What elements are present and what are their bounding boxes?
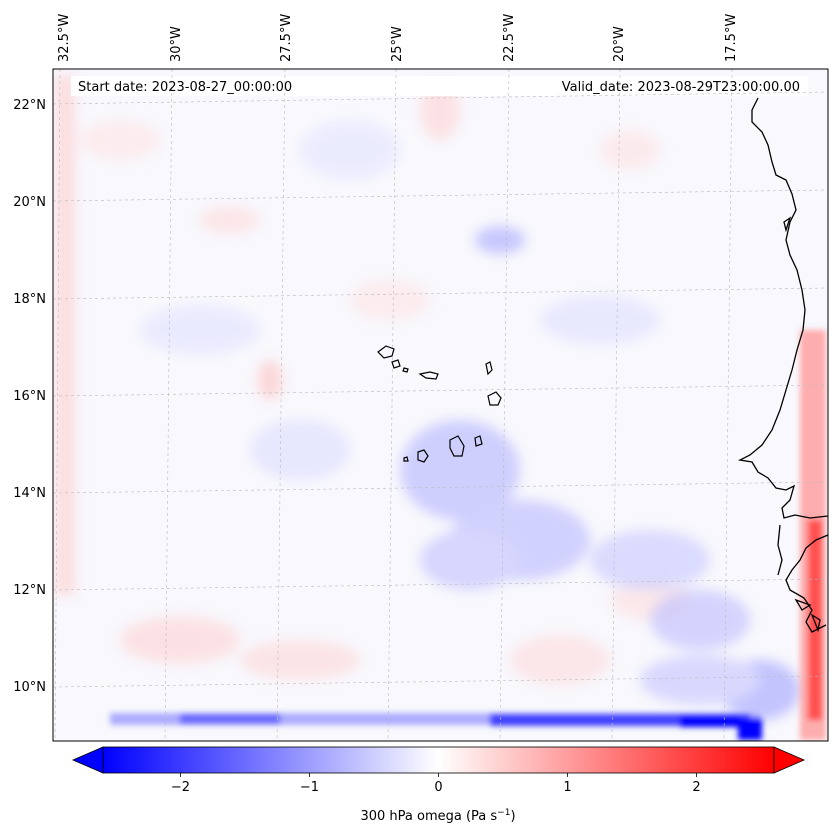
lat-label: 22°N xyxy=(13,98,46,113)
coastlines xyxy=(737,97,828,633)
start-date-label: Start date: 2023-08-27_00:00:00 xyxy=(78,80,292,95)
lat-label: 10°N xyxy=(13,680,46,695)
colorbar-ticks: −2 −1 0 1 2 xyxy=(171,773,701,795)
omega-field xyxy=(55,75,826,740)
lon-label: 25°W xyxy=(390,26,405,62)
island-santiago xyxy=(449,435,465,457)
valid-date-label: Valid_date: 2023-08-29T23:00:00.00 xyxy=(562,80,800,95)
lon-label: 30°W xyxy=(169,26,184,62)
african-coastline xyxy=(737,97,828,519)
island-maio xyxy=(474,435,483,447)
colorbar-tick-label: 2 xyxy=(692,780,700,795)
lon-label: 17.5°W xyxy=(724,14,739,62)
island-fogo xyxy=(417,449,429,463)
island-brava xyxy=(403,456,409,462)
cape-verde-islands xyxy=(377,345,502,463)
lat-label: 16°N xyxy=(13,389,46,404)
lat-label: 18°N xyxy=(13,292,46,307)
colorbar-tick-label: −1 xyxy=(300,780,319,795)
guinea-bissau-coast xyxy=(785,534,828,633)
colorbar-extend-max xyxy=(773,746,806,774)
lat-label: 12°N xyxy=(13,583,46,598)
island-sal xyxy=(485,361,493,376)
island-santo-antao xyxy=(377,345,395,359)
colorbar-label: 300 hPa omega (Pa s−1) xyxy=(360,808,515,824)
colorbar-extend-min xyxy=(71,746,104,774)
lat-label: 20°N xyxy=(13,195,46,210)
latitude-labels: 22°N 20°N 18°N 16°N 14°N 12°N 10°N xyxy=(13,98,46,695)
colorbar: −2 −1 0 1 2 300 hPa omega (Pa s−1) xyxy=(71,746,806,824)
lon-label: 27.5°W xyxy=(279,14,294,62)
lon-label: 20°W xyxy=(612,26,627,62)
map-panel: Start date: 2023-08-27_00:00:00 Valid_da… xyxy=(52,68,829,742)
gridlines xyxy=(53,69,828,741)
longitude-labels: 32.5°W 30°W 27.5°W 25°W 22.5°W 20°W 17.5… xyxy=(57,14,739,62)
annotation-band xyxy=(71,76,808,96)
map-frame xyxy=(52,68,829,742)
colorbar-tick-label: 1 xyxy=(563,780,571,795)
colorbar-tick-label: 0 xyxy=(434,780,442,795)
colorbar-tick-label: −2 xyxy=(171,780,190,795)
colorbar-body xyxy=(102,746,775,774)
lat-label: 14°N xyxy=(13,486,46,501)
island-sao-nicolau xyxy=(418,371,439,380)
lon-label: 22.5°W xyxy=(502,14,517,62)
island-sao-vicente xyxy=(391,359,401,369)
lon-label: 32.5°W xyxy=(57,14,72,62)
island-boa-vista xyxy=(487,391,502,406)
